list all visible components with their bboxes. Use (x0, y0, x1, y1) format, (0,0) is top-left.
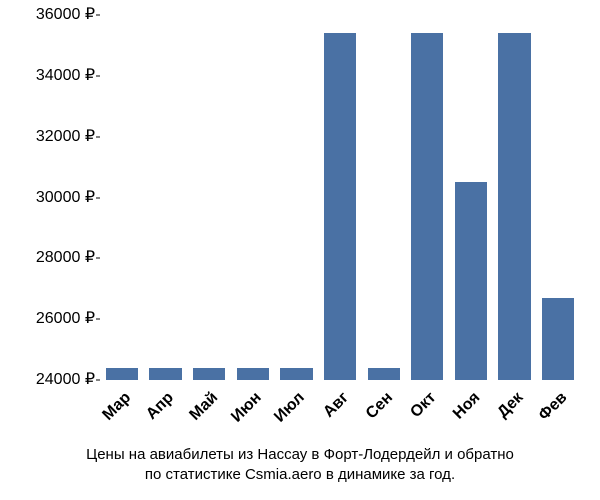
y-tick-label: 30000 ₽ (10, 190, 95, 206)
bar (149, 368, 181, 380)
x-label-slot: Фев (536, 385, 580, 445)
x-tick-label: Авг (320, 389, 353, 422)
chart-caption: Цены на авиабилеты из Нассау в Форт-Лоде… (0, 445, 600, 486)
x-label-slot: Июл (275, 385, 319, 445)
x-tick-label: Июл (272, 389, 309, 426)
x-label-slot: Май (187, 385, 231, 445)
bar (237, 368, 269, 380)
bar-slot (144, 15, 188, 380)
bar (280, 368, 312, 380)
x-label-slot: Апр (144, 385, 188, 445)
x-tick-label: Ноя (449, 389, 483, 423)
x-label-slot: Ноя (449, 385, 493, 445)
bar-slot (449, 15, 493, 380)
bar-slot (536, 15, 580, 380)
x-tick-label: Май (186, 389, 222, 425)
bar (542, 298, 574, 380)
y-axis: 24000 ₽26000 ₽28000 ₽30000 ₽32000 ₽34000… (10, 15, 95, 380)
bar-slot (318, 15, 362, 380)
y-tick-label: 36000 ₽ (10, 7, 95, 23)
bar (324, 33, 356, 380)
x-tick-label: Июн (228, 389, 265, 426)
x-tick-label: Мар (99, 389, 134, 424)
bar (368, 368, 400, 380)
bar-slot (100, 15, 144, 380)
bar-slot (275, 15, 319, 380)
x-tick-label: Окт (407, 389, 440, 422)
bar (193, 368, 225, 380)
x-tick-label: Сен (362, 389, 396, 423)
bar-slot (231, 15, 275, 380)
y-tick-label: 26000 ₽ (10, 311, 95, 327)
y-tick-label: 28000 ₽ (10, 250, 95, 266)
caption-line-1: Цены на авиабилеты из Нассау в Форт-Лоде… (86, 446, 514, 463)
y-tick-label: 24000 ₽ (10, 372, 95, 388)
caption-line-2: по статистике Csmia.aero в динамике за г… (145, 466, 455, 483)
bars-container (100, 15, 580, 380)
x-label-slot: Июн (231, 385, 275, 445)
x-label-slot: Авг (318, 385, 362, 445)
x-label-slot: Сен (362, 385, 406, 445)
plot-area (100, 15, 580, 380)
bar (106, 368, 138, 380)
x-tick-label: Дек (494, 389, 527, 422)
bar (411, 33, 443, 380)
x-axis: Мар АпрМайИюнИюл Авг Сен Окт Ноя ДекФев (100, 385, 580, 445)
bar-slot (405, 15, 449, 380)
y-tick-label: 34000 ₽ (10, 68, 95, 84)
bar-slot (493, 15, 537, 380)
x-tick-label: Апр (144, 389, 179, 424)
bar (455, 182, 487, 380)
price-chart: 24000 ₽ 26000 ₽ 28000 ₽ 30000 ₽ 32000 ₽ 34000… (10, 10, 590, 430)
x-label-slot: Мар (100, 385, 144, 445)
bar-slot (362, 15, 406, 380)
x-label-slot: Окт (405, 385, 449, 445)
bar (498, 33, 530, 380)
bar-slot (187, 15, 231, 380)
x-tick-label: Фев (535, 389, 571, 425)
y-tick-label: 32000 ₽ (10, 129, 95, 145)
x-label-slot: Дек (493, 385, 537, 445)
